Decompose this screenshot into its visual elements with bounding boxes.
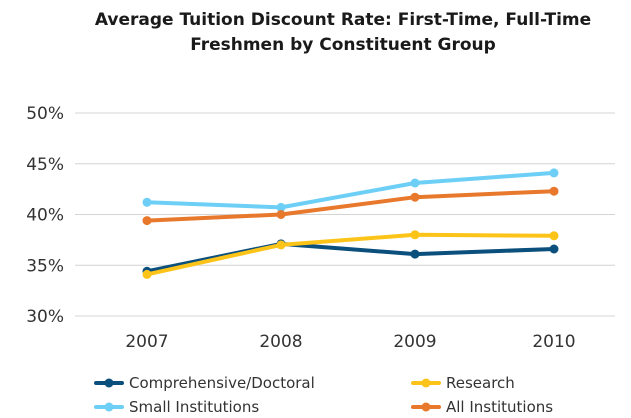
y-tick-label: 30%	[26, 307, 64, 327]
data-point	[410, 249, 420, 259]
data-point	[276, 202, 286, 212]
legend-item: All Institutions	[411, 398, 553, 416]
legend-item: Comprehensive/Doctoral	[94, 374, 315, 392]
series-research	[142, 230, 559, 279]
x-tick-label: 2008	[259, 332, 302, 352]
legend-label: All Institutions	[446, 398, 553, 416]
series-small-institutions	[142, 168, 559, 212]
legend-marker	[104, 402, 114, 412]
data-point	[549, 244, 559, 254]
x-tick-label: 2007	[125, 332, 168, 352]
x-tick-label: 2010	[532, 332, 575, 352]
data-point	[142, 197, 152, 207]
series-line	[145, 170, 556, 210]
data-point	[549, 168, 559, 178]
legend-item: Research	[411, 374, 515, 392]
data-point	[410, 178, 420, 188]
data-point	[410, 192, 420, 202]
legend-label: Small Institutions	[129, 398, 259, 416]
y-axis-tick-labels: 30% 35% 40% 45% 50%	[26, 104, 64, 327]
chart-title-line-1: Average Tuition Discount Rate: First-Tim…	[95, 10, 591, 30]
legend-label: Comprehensive/Doctoral	[129, 374, 315, 392]
legend-item: Small Institutions	[94, 398, 259, 416]
data-point	[549, 186, 559, 196]
data-point	[276, 240, 286, 250]
y-tick-label: 50%	[26, 104, 64, 124]
series-line	[145, 189, 556, 223]
gridlines	[75, 112, 615, 317]
series-line	[145, 241, 556, 274]
y-tick-label: 45%	[26, 155, 64, 175]
series-line	[145, 232, 556, 277]
data-point	[142, 216, 152, 226]
x-axis-tick-labels: 2007 2008 2009 2010	[125, 332, 575, 352]
chart-title: Average Tuition Discount Rate: First-Tim…	[95, 10, 591, 55]
legend-label: Research	[446, 374, 515, 392]
data-point	[276, 210, 286, 219]
y-tick-label: 35%	[26, 256, 64, 276]
series-lines	[142, 168, 559, 279]
y-tick-label: 40%	[26, 206, 64, 226]
legend-marker	[421, 402, 431, 412]
data-point	[142, 269, 152, 279]
legend-marker	[104, 378, 114, 388]
legend-marker	[421, 378, 431, 388]
series-comprehensive-doctoral	[142, 239, 559, 276]
legend: Comprehensive/Doctoral Research Small Inst…	[94, 374, 553, 416]
data-point	[410, 230, 420, 240]
data-point	[549, 231, 559, 241]
chart-title-line-2: Freshmen by Constituent Group	[190, 35, 496, 55]
series-all-institutions	[142, 186, 559, 226]
x-tick-label: 2009	[393, 332, 436, 352]
